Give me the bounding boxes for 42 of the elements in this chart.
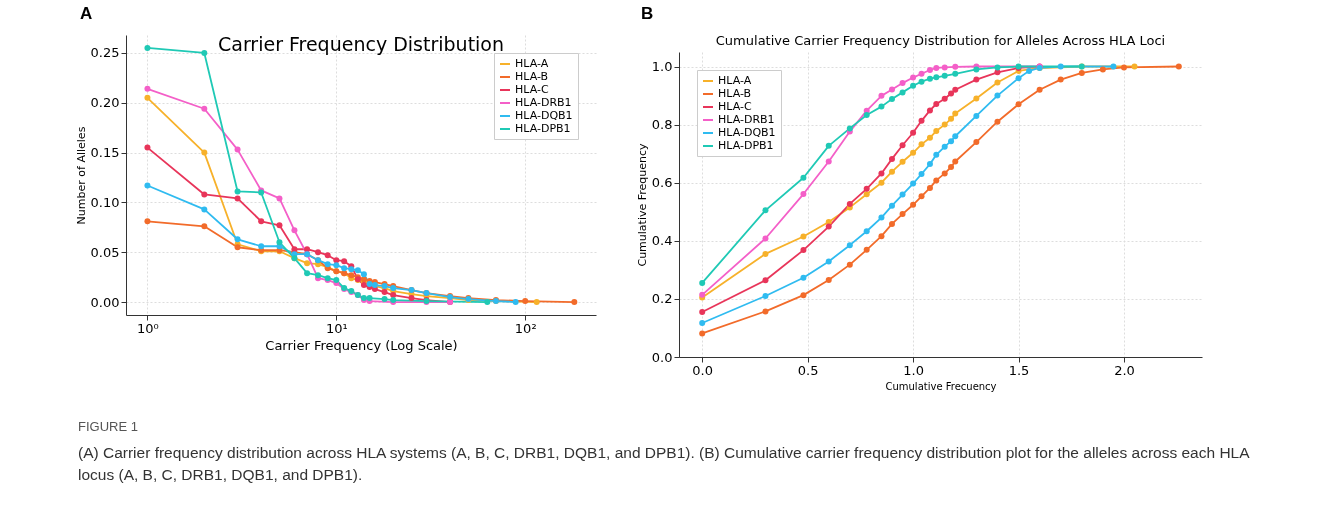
x-axis-title: Cumulative Frecuency <box>885 380 997 392</box>
x-tick-label: 10² <box>514 320 537 336</box>
x-tick-label: 1.5 <box>1008 362 1030 378</box>
legend-label: HLA-DPB1 <box>718 139 774 152</box>
x-tick-label: 10¹ <box>325 320 348 336</box>
legend-label: HLA-B <box>515 70 549 83</box>
y-tick-label: 0.8 <box>651 117 673 133</box>
legend-label: HLA-A <box>515 57 549 70</box>
y-tick-label: 0.10 <box>90 194 120 210</box>
y-tick-label: 0.6 <box>651 175 673 191</box>
legend-label: HLA-DRB1 <box>718 113 775 126</box>
y-axis-title: Number of Alleles <box>74 126 88 225</box>
y-tick-label: 0.2 <box>651 291 673 307</box>
legend-label: HLA-C <box>718 100 752 113</box>
x-tick-label: 2.0 <box>1114 362 1135 378</box>
legend-label: HLA-A <box>718 74 752 87</box>
text: A <box>80 4 93 24</box>
y-tick-label: 0.4 <box>651 233 673 249</box>
y-tick-label: 0.25 <box>90 45 120 61</box>
y-tick-label: 0.20 <box>90 95 120 111</box>
legend-label: HLA-DRB1 <box>515 96 572 109</box>
legend-label: HLA-DQB1 <box>718 126 776 139</box>
y-tick-label: 1.0 <box>651 59 673 75</box>
y-tick-label: 0.05 <box>90 244 120 260</box>
y-tick-label: 0.15 <box>90 145 120 161</box>
x-tick-label: 1.0 <box>903 362 924 378</box>
text: (A) Carrier frequency distribution across HLA systems (A, B, C, DRB1, DQB1, and DPB1). (B) Cumulative carrier frequency distribution plot for the alleles across each HLA locus (A, B, C, DRB1, DQB1, and DPB1). <box>78 443 1251 485</box>
y-tick-label: 0.00 <box>90 294 120 310</box>
x-axis-title: Carrier Frequency (Log Scale) <box>265 337 458 353</box>
x-tick-label: 0.0 <box>692 362 714 378</box>
y-tick-label: 0.0 <box>651 349 673 365</box>
text: B <box>641 4 654 24</box>
chart-title: Carrier Frequency Distribution <box>217 33 505 55</box>
caption: FIGURE 1 <box>78 418 139 436</box>
legend-label: HLA-B <box>718 87 752 100</box>
legend-label: HLA-DQB1 <box>515 109 573 122</box>
y-axis-title: Cumulative Frequency <box>635 142 649 267</box>
legend-label: HLA-DPB1 <box>515 122 571 135</box>
x-tick-label: 0.5 <box>797 362 819 378</box>
legend-label: HLA-C <box>515 83 549 96</box>
x-tick-label: 10⁰ <box>137 320 159 336</box>
chart-title: Cumulative Carrier Frequency Distribution for Alleles Across HLA Loci <box>715 33 1166 48</box>
